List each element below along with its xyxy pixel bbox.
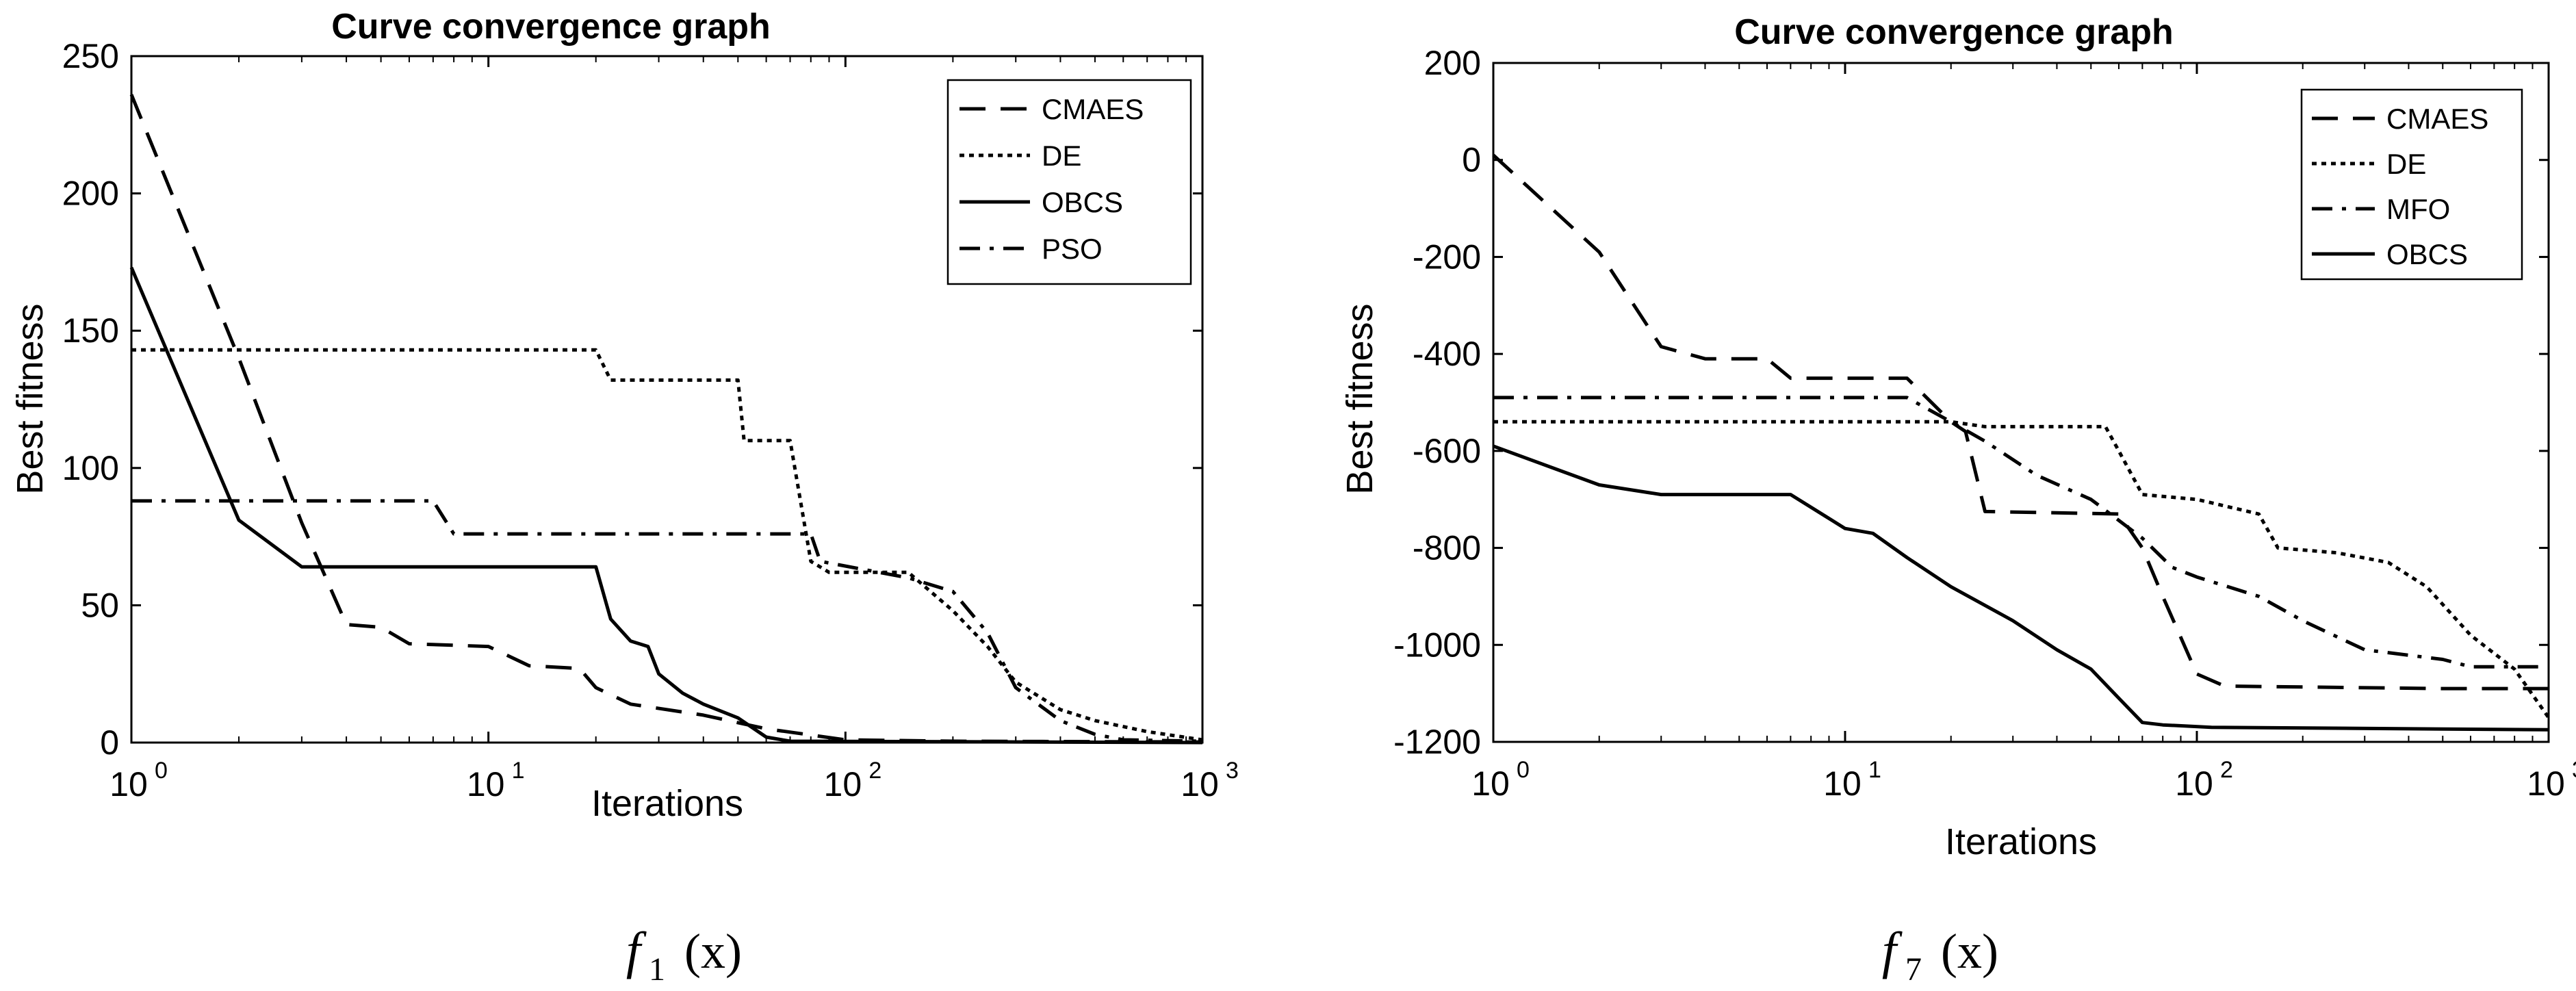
x-tick-exponent: 3 <box>1226 758 1239 784</box>
legend-label-obcs: OBCS <box>1042 186 1123 218</box>
x-tick-exponent: 0 <box>155 758 168 784</box>
x-tick-exponent: 2 <box>2220 757 2233 783</box>
legend-label-obcs: OBCS <box>2386 238 2468 270</box>
legend-label-pso: PSO <box>1042 233 1103 265</box>
legend-box <box>946 79 1192 285</box>
y-tick-label: 250 <box>62 37 119 75</box>
legend-label-de: DE <box>1042 140 1081 172</box>
legend: CMAES DE MFO OBCS <box>2300 88 2523 281</box>
caption-subscript: 1 <box>649 951 665 988</box>
legend-label-cmaes: CMAES <box>1042 93 1144 125</box>
x-tick-label: 10 <box>2527 764 2565 803</box>
legend: CMAES DE OBCS PSO <box>946 79 1192 285</box>
caption-function: f <box>626 922 647 979</box>
series-line-cmaes <box>1492 153 2549 691</box>
x-tick-label: 10 <box>824 765 862 803</box>
series-line-pso <box>131 499 1203 743</box>
panel-caption: f 1 (x) <box>626 922 742 988</box>
y-axis-label: Best fitness <box>1339 303 1380 494</box>
y-tick-label: 0 <box>1462 141 1481 179</box>
chart-title: Curve convergence graph <box>1734 12 2174 52</box>
chart-panel-f1: Curve convergence graph 050100150200250 … <box>10 7 1239 988</box>
y-tick-label: -1000 <box>1393 626 1481 664</box>
y-tick-label: -400 <box>1413 335 1481 373</box>
y-tick-label: 0 <box>100 723 119 762</box>
y-tick-label: -1200 <box>1393 723 1481 761</box>
x-tick-exponent: 0 <box>1517 757 1530 783</box>
x-tick-exponent: 1 <box>1868 757 1881 783</box>
caption-argument: (x) <box>1941 924 1998 979</box>
y-axis-label: Best fitness <box>10 303 51 494</box>
x-tick-label: 10 <box>1471 764 1510 803</box>
y-axis-ticks: -1200 -1000 -800 -600 -400 -200 0 200 <box>1393 44 2549 761</box>
legend-label-de: DE <box>2386 148 2426 180</box>
caption-subscript: 7 <box>1905 951 1922 988</box>
x-axis-label: Iterations <box>1945 821 2097 862</box>
y-tick-label: 50 <box>81 586 119 624</box>
legend-box <box>2300 88 2523 281</box>
legend-label-cmaes: CMAES <box>2386 103 2488 135</box>
y-axis-ticks: 0 50 100 150 200 250 <box>62 37 1202 762</box>
series-line-obcs <box>129 266 1203 745</box>
y-tick-label: 100 <box>62 449 119 487</box>
y-tick-label: 200 <box>1424 44 1481 82</box>
y-tick-label: -600 <box>1413 432 1481 470</box>
y-tick-label: -800 <box>1413 529 1481 567</box>
series-lines <box>1492 153 2551 732</box>
x-tick-label: 10 <box>467 765 505 803</box>
series-lines <box>129 94 1203 745</box>
y-tick-label: -200 <box>1413 237 1481 276</box>
series-line-cmaes <box>129 94 1203 744</box>
x-tick-label: 10 <box>110 765 148 803</box>
y-tick-label: 200 <box>62 175 119 213</box>
legend-label-mfo: MFO <box>2386 193 2450 225</box>
y-tick-label: 150 <box>62 311 119 350</box>
x-tick-label: 10 <box>1181 765 1219 803</box>
series-line-obcs <box>1493 444 2549 732</box>
series-line-de <box>1493 420 2551 719</box>
x-tick-label: 10 <box>2175 764 2213 803</box>
series-line-de <box>131 348 1203 742</box>
x-tick-exponent: 2 <box>868 758 881 784</box>
caption-function: f <box>1882 922 1903 979</box>
x-tick-exponent: 1 <box>512 758 525 784</box>
chart-title: Curve convergence graph <box>331 7 771 47</box>
x-tick-label: 10 <box>1823 764 1862 803</box>
chart-panel-f7: Curve convergence graph -1200 -1000 -800 -6… <box>1339 12 2576 988</box>
caption-argument: (x) <box>684 924 742 979</box>
panel-caption: f 7 (x) <box>1882 922 1998 988</box>
x-tick-exponent: 3 <box>2572 757 2576 783</box>
x-axis-label: Iterations <box>591 783 743 824</box>
